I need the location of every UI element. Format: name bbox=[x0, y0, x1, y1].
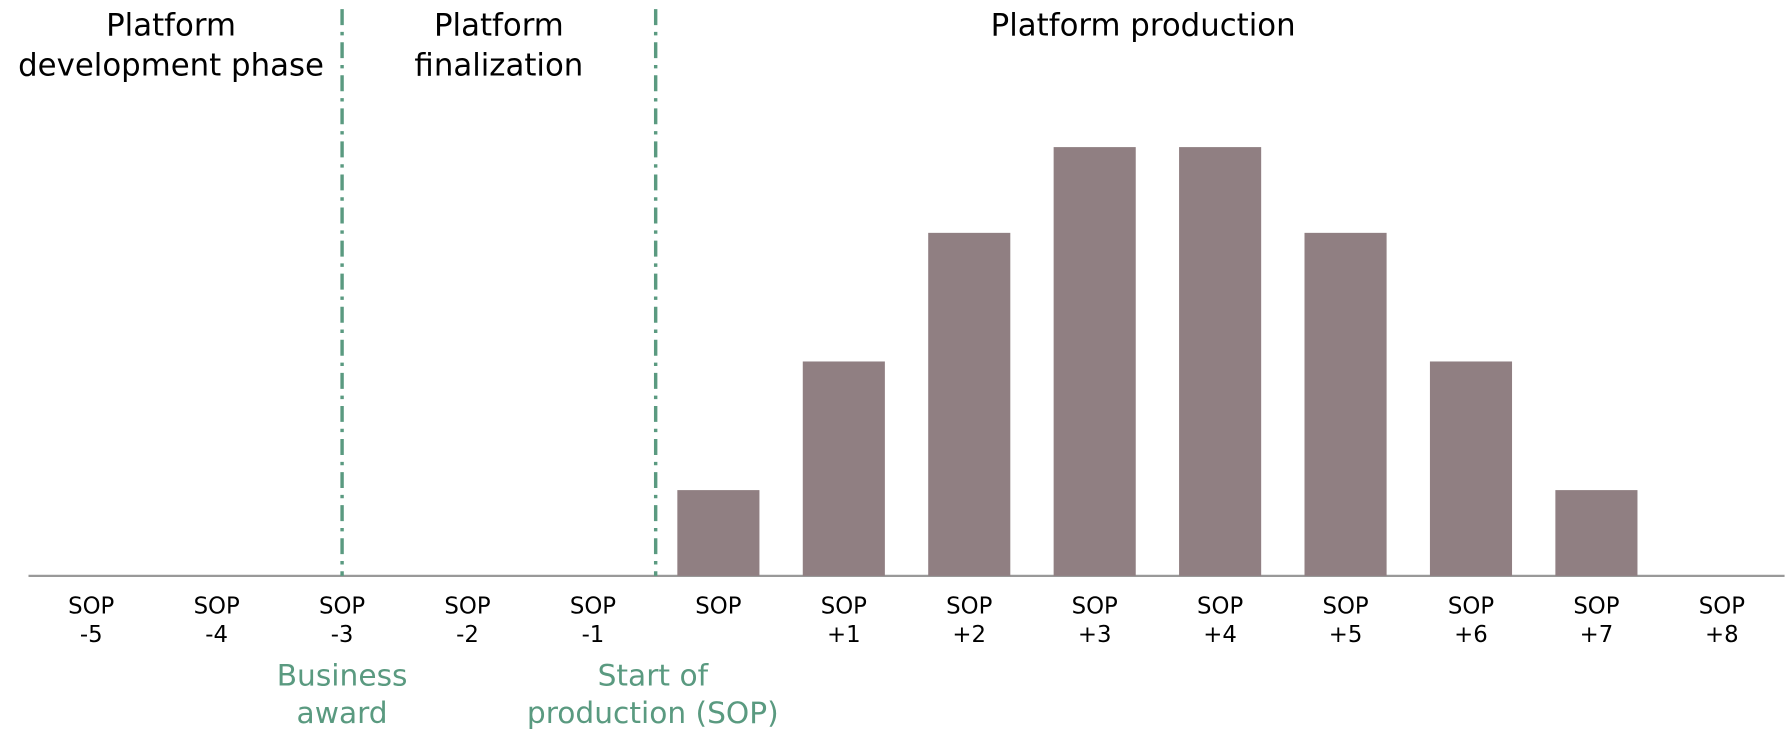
bar bbox=[928, 232, 1011, 576]
milestone-label: Start of production (SOP) bbox=[526, 659, 779, 731]
x-tick-label: SOP +4 bbox=[1197, 591, 1244, 648]
bar bbox=[1304, 232, 1387, 576]
bar bbox=[1179, 147, 1262, 576]
x-tick-label: SOP +3 bbox=[1071, 591, 1118, 648]
x-tick-label: SOP +5 bbox=[1322, 591, 1369, 648]
x-tick-label: SOP +7 bbox=[1573, 591, 1620, 648]
phase-label: Platform production bbox=[990, 7, 1296, 44]
x-tick-label: SOP -1 bbox=[569, 591, 617, 648]
x-tick-label: SOP +8 bbox=[1698, 591, 1745, 648]
bar bbox=[1429, 361, 1513, 576]
bar bbox=[802, 361, 885, 576]
x-tick-label: SOP -5 bbox=[68, 591, 115, 648]
milestone-label: Business award bbox=[276, 659, 408, 731]
x-tick-label: SOP +1 bbox=[820, 591, 867, 648]
x-tick-label: SOP -2 bbox=[444, 591, 491, 648]
bar bbox=[1053, 147, 1136, 576]
x-tick-label: SOP +2 bbox=[946, 591, 993, 648]
bar bbox=[677, 490, 760, 576]
phase-label: Platform finalization bbox=[414, 7, 584, 84]
x-tick-label: SOP +6 bbox=[1447, 591, 1495, 648]
phase-label: Platform development phase bbox=[18, 7, 324, 84]
x-tick-label: SOP bbox=[695, 591, 742, 620]
bar bbox=[1555, 490, 1638, 576]
x-tick-label: SOP -3 bbox=[318, 591, 366, 648]
x-tick-label: SOP -4 bbox=[193, 591, 240, 648]
